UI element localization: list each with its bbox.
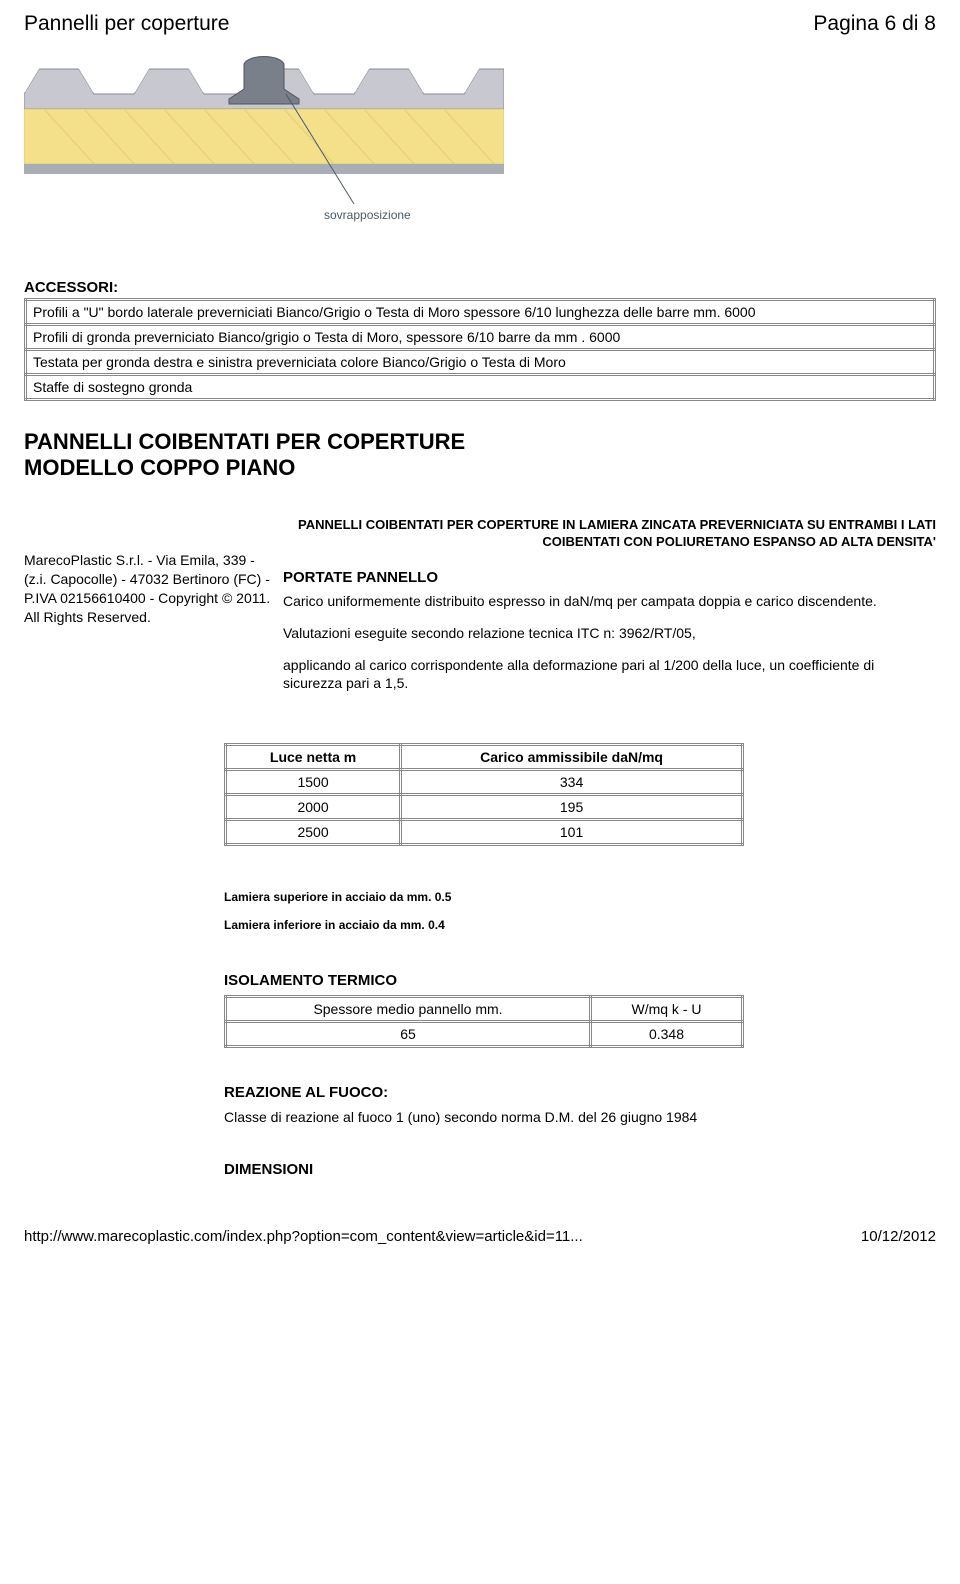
header-title-left: Pannelli per coperture	[24, 12, 229, 36]
portate-p3: applicando al carico corrispondente alla…	[283, 656, 936, 692]
load-cell: 101	[401, 819, 743, 844]
footer-date: 10/12/2012	[861, 1228, 936, 1245]
portate-p2: Valutazioni eseguite secondo relazione t…	[283, 624, 936, 642]
company-line: P.IVA 02156610400 - Copyright © 2011.	[24, 589, 279, 608]
load-cell: 334	[401, 769, 743, 794]
lamiera-sup: Lamiera superiore in acciaio da mm. 0.5	[224, 890, 936, 904]
company-line: All Rights Reserved.	[24, 608, 279, 627]
header-title-right: Pagina 6 di 8	[813, 12, 936, 36]
footer-url: http://www.marecoplastic.com/index.php?o…	[24, 1228, 583, 1245]
company-info: MarecoPlastic S.r.l. - Via Emila, 339 - …	[24, 517, 279, 707]
accessori-row: Profili di gronda preverniciato Bianco/g…	[26, 325, 935, 350]
section-title: PANNELLI COIBENTATI PER COPERTURE	[24, 429, 936, 455]
lamiera-inf: Lamiera inferiore in acciaio da mm. 0.4	[224, 918, 936, 932]
iso-header: Spessore medio pannello mm.	[226, 996, 591, 1021]
iso-cell: 0.348	[590, 1021, 742, 1046]
load-cell: 2000	[226, 794, 401, 819]
two-column-block: MarecoPlastic S.r.l. - Via Emila, 339 - …	[24, 517, 936, 707]
company-line: MarecoPlastic S.r.l. - Via Emila, 339 -	[24, 551, 279, 570]
portate-p1: Carico uniformemente distribuito espress…	[283, 592, 936, 610]
dimensioni-heading: DIMENSIONI	[224, 1161, 936, 1178]
iso-cell: 65	[226, 1021, 591, 1046]
load-header: Luce netta m	[226, 744, 401, 769]
accessori-table: Profili a "U" bordo laterale prevernicia…	[24, 298, 936, 401]
load-table: Luce netta m Carico ammissibile daN/mq 1…	[224, 743, 744, 846]
accessori-row: Profili a "U" bordo laterale prevernicia…	[26, 300, 935, 325]
iso-table: Spessore medio pannello mm. W/mq k - U 6…	[224, 995, 744, 1048]
footer: http://www.marecoplastic.com/index.php?o…	[24, 1228, 936, 1245]
panel-heading: PANNELLI COIBENTATI PER COPERTURE IN LAM…	[283, 517, 936, 551]
doc-header: Pannelli per coperture Pagina 6 di 8	[24, 12, 936, 36]
load-cell: 2500	[226, 819, 401, 844]
fuoco-heading: REAZIONE AL FUOCO:	[224, 1084, 936, 1101]
company-line: (z.i. Capocolle) - 47032 Bertinoro (FC) …	[24, 570, 279, 589]
load-header: Carico ammissibile daN/mq	[401, 744, 743, 769]
section-subtitle: MODELLO COPPO PIANO	[24, 455, 936, 481]
iso-heading: ISOLAMENTO TERMICO	[224, 972, 936, 989]
accessori-heading: ACCESSORI:	[24, 279, 936, 296]
iso-header: W/mq k - U	[590, 996, 742, 1021]
load-cell: 1500	[226, 769, 401, 794]
accessori-row: Staffe di sostegno gronda	[26, 375, 935, 400]
load-cell: 195	[401, 794, 743, 819]
diagram-label: sovrapposizione	[324, 208, 411, 222]
overlap-diagram: sovrapposizione	[24, 54, 504, 244]
panel-description: PANNELLI COIBENTATI PER COPERTURE IN LAM…	[283, 517, 936, 707]
portate-heading: PORTATE PANNELLO	[283, 569, 936, 586]
fuoco-text: Classe di reazione al fuoco 1 (uno) seco…	[224, 1109, 936, 1125]
accessori-row: Testata per gronda destra e sinistra pre…	[26, 350, 935, 375]
